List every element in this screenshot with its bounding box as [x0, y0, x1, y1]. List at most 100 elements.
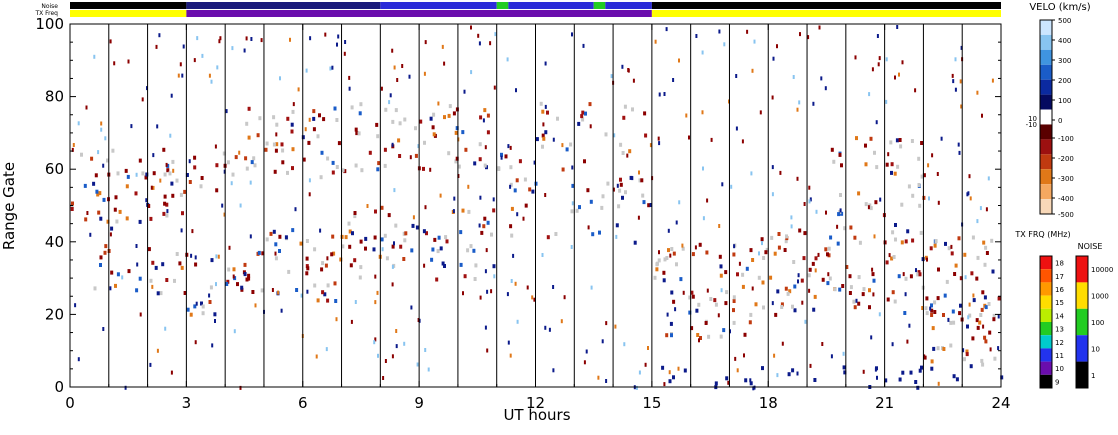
echo-cell [359, 102, 363, 107]
echo-cell [171, 193, 175, 198]
echo-cell [702, 166, 704, 171]
echo-cell [932, 346, 936, 351]
echo-cell [149, 362, 152, 367]
echo-cell [280, 142, 284, 147]
echo-cell [330, 252, 334, 257]
echo-cell [759, 110, 762, 115]
echo-cell [439, 193, 442, 198]
txfreq-colorbar-cell [1040, 322, 1052, 336]
echo-cell [694, 245, 697, 250]
echo-cell [954, 263, 958, 268]
echo-cell [265, 141, 269, 146]
echo-cell [432, 132, 436, 137]
echo-cell [113, 207, 117, 212]
echo-cell [982, 240, 986, 245]
echo-cell [489, 41, 492, 46]
echo-cell [812, 101, 815, 106]
echo-cell [817, 252, 820, 257]
echo-cell [872, 292, 875, 297]
echo-cell [780, 305, 784, 309]
echo-cell [297, 87, 300, 92]
y-tick-label: 20 [45, 305, 64, 323]
echo-cell [921, 306, 924, 310]
echo-cell [761, 241, 763, 246]
echo-cell [382, 376, 385, 380]
txfreq-colorbar-cell [1040, 361, 1052, 375]
status-bars: Noise TX Freq [34, 2, 1001, 17]
echo-cell [159, 291, 163, 296]
echo-cell [544, 130, 548, 135]
echo-cell [494, 32, 497, 37]
echo-cell [723, 42, 726, 47]
echo-cell [942, 347, 946, 351]
echo-cell [911, 238, 915, 243]
echo-cell [658, 250, 660, 255]
echo-cell [334, 299, 338, 303]
echo-cell [736, 368, 739, 373]
txfreq-colorbar-tick-label: 11 [1055, 352, 1064, 360]
noise-segment-3 [496, 2, 509, 9]
echo-cell [919, 230, 923, 235]
echo-cell [139, 312, 142, 317]
echo-cell [787, 372, 791, 377]
echo-cell [937, 200, 940, 205]
echo-cell [570, 209, 574, 214]
echo-cell [967, 315, 970, 320]
echo-cell [472, 248, 476, 253]
echo-cell [191, 229, 194, 234]
echo-cell [561, 143, 564, 148]
echo-cell [515, 178, 519, 183]
echo-cell [348, 244, 352, 249]
noise-colorbar-title: NOISE [1078, 242, 1103, 251]
echo-cell [74, 303, 77, 308]
echo-cell [779, 170, 782, 175]
echo-cell [878, 312, 881, 317]
echo-cell [975, 276, 979, 281]
echo-cell [410, 305, 413, 310]
echo-cell [316, 298, 320, 303]
echo-cell [661, 365, 665, 370]
echo-cell [943, 293, 947, 298]
echo-cell [826, 281, 830, 286]
echo-cell [194, 340, 197, 345]
y-tick-label: 40 [45, 233, 64, 251]
velocity-colorbar-cell [1040, 79, 1052, 95]
echo-cell [452, 111, 456, 116]
echo-cell [964, 275, 967, 280]
echo-cell [606, 181, 610, 186]
echo-cell [156, 348, 159, 353]
echo-cell [321, 290, 325, 295]
echo-cell [982, 324, 985, 329]
echo-cell [483, 216, 487, 221]
echo-cell [945, 279, 949, 284]
echo-cell [526, 285, 529, 290]
echo-cell [876, 34, 879, 38]
echo-cell [560, 319, 563, 324]
echo-cell [989, 347, 992, 352]
echo-cell [261, 251, 265, 256]
echo-cell [431, 247, 435, 252]
echo-cell [429, 167, 432, 172]
echo-cell [792, 260, 796, 264]
txfreq-bar-label: TX Freq [34, 10, 58, 17]
echo-cell [911, 193, 915, 198]
echo-cell [936, 346, 940, 351]
echo-cell [813, 294, 817, 299]
echo-cell [417, 144, 420, 149]
echo-cell [776, 289, 780, 294]
echo-cell [292, 102, 295, 107]
txfreq-colorbar-tick-label: 16 [1055, 286, 1064, 294]
echo-cell [685, 113, 688, 118]
echo-cell [455, 126, 459, 131]
echo-cell [231, 46, 234, 51]
noise-colorbar-ticks: 10000 1000 100 10 1 [1091, 266, 1113, 380]
txfreq-colorbar-cell [1040, 256, 1052, 270]
echo-cell [337, 141, 341, 146]
echo-cell [71, 147, 74, 152]
echo-cell [454, 130, 458, 135]
x-tick-label: 24 [991, 394, 1010, 412]
echo-cell [401, 64, 404, 68]
echo-cell [168, 171, 172, 176]
echo-cell [106, 219, 110, 224]
echo-cell [688, 295, 692, 300]
